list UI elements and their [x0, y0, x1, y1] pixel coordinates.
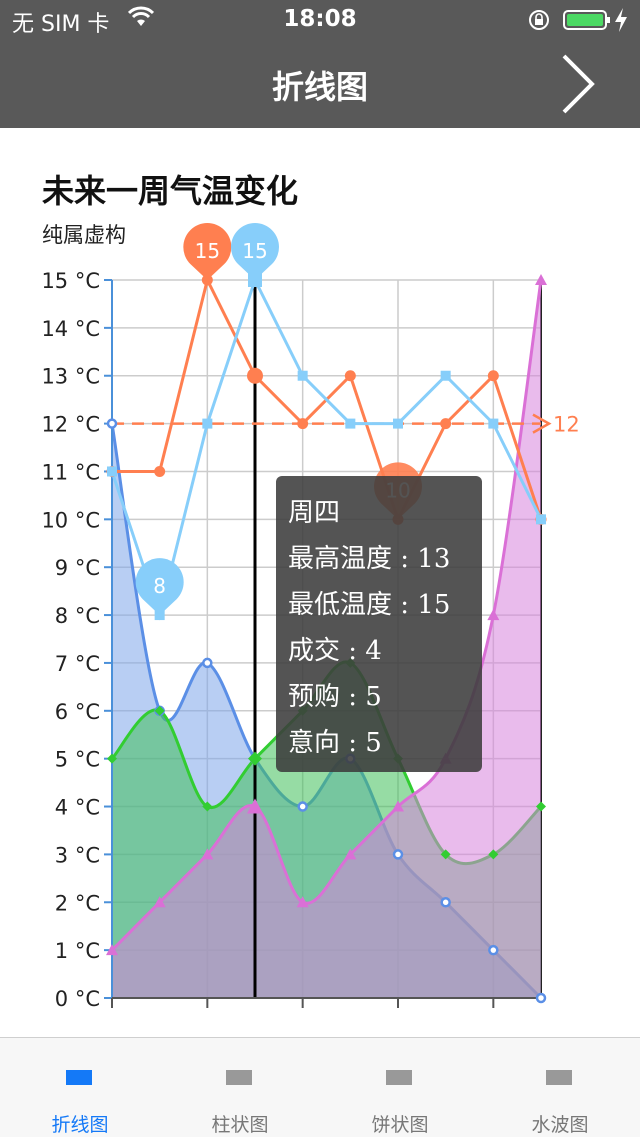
data-point: [154, 465, 166, 477]
tab-label: 水波图: [531, 1114, 589, 1136]
tooltip-day: 周四: [288, 498, 341, 528]
y-tick-label: 1 °C: [55, 939, 100, 963]
series-line: [110, 276, 543, 621]
tab-label: 柱状图: [211, 1114, 269, 1136]
battery-icon: [563, 9, 611, 35]
tab-label: 折线图: [51, 1114, 109, 1136]
series-area: [112, 280, 541, 998]
chart-subtitle: 纯属虚构: [42, 223, 126, 247]
data-point: [154, 705, 165, 716]
chart-tooltip: 周四 最高温度 : 13 最低温度 : 15 成交 : 4 预购 : 5 意向 …: [276, 476, 482, 772]
data-point: [488, 944, 499, 956]
pin-shape: [135, 558, 184, 616]
data-point: [297, 370, 308, 381]
chevron-right-icon[interactable]: [556, 54, 596, 118]
data-point: [440, 849, 451, 860]
data-point: [440, 418, 452, 430]
y-tick-label: 15 °C: [41, 269, 100, 293]
y-tick-label: 0 °C: [55, 987, 100, 1011]
data-point: [440, 370, 451, 381]
data-pin: 8: [135, 558, 184, 616]
tab-line-chart[interactable]: 折线图: [0, 1038, 160, 1137]
data-point: [201, 848, 214, 860]
y-tick-label: 4 °C: [55, 796, 100, 820]
y-tick-label: 2 °C: [55, 891, 100, 915]
pin-label: 15: [195, 239, 220, 263]
data-point: [393, 418, 403, 429]
data-point: [248, 751, 262, 766]
carrier-label: 无 SIM 卡: [12, 12, 110, 37]
tab-pie-chart[interactable]: 饼状图: [320, 1038, 480, 1137]
data-pin: 15: [230, 223, 279, 280]
line-chart-tab-icon: [66, 1070, 92, 1085]
charging-icon: [614, 8, 628, 36]
data-point: [202, 657, 213, 669]
markline-label: 12: [553, 413, 580, 437]
data-point: [107, 466, 117, 477]
pie-chart-tab-icon: [386, 1070, 412, 1085]
line-chart[interactable]: 未来一周气温变化纯属虚构 0 °C 1 °C 2 °C 3 °C 4 °C 5 °C 6 °C…: [0, 128, 640, 1036]
data-point: [488, 849, 499, 860]
data-point: [535, 992, 547, 1004]
tooltip-row: 成交 : 4: [288, 636, 382, 666]
data-point: [153, 896, 166, 908]
y-tick-label: 14 °C: [41, 317, 100, 341]
data-point: [487, 609, 500, 621]
pin-label: 15: [242, 239, 267, 263]
data-point: [106, 944, 118, 956]
markline-arrow: [532, 413, 552, 434]
data-point: [247, 367, 263, 384]
data-point: [297, 801, 308, 812]
data-point: [392, 849, 404, 860]
data-point: [202, 801, 213, 812]
data-point: [487, 370, 499, 382]
pin-shape: [230, 223, 279, 280]
data-point: [247, 798, 263, 814]
tab-label: 饼状图: [371, 1114, 429, 1136]
y-tick-label: 13 °C: [41, 365, 100, 389]
data-point: [297, 418, 309, 430]
nav-title: 折线图: [271, 68, 368, 106]
data-point: [202, 418, 213, 429]
tab-bar-chart[interactable]: 柱状图: [160, 1038, 320, 1137]
status-time: 18:08: [283, 6, 357, 32]
tooltip-row: 预购 : 5: [288, 682, 382, 712]
y-tick-label: 10 °C: [41, 508, 100, 532]
liquid-chart-tab-icon: [546, 1070, 572, 1085]
data-point: [107, 753, 117, 764]
y-tick-label: 9 °C: [55, 556, 100, 580]
data-point: [392, 800, 404, 812]
y-tick-label: 11 °C: [41, 460, 100, 484]
y-tick-label: 8 °C: [55, 604, 100, 628]
rotation-lock-icon: [528, 9, 550, 35]
tooltip-row: 最低温度 : 15: [288, 590, 451, 620]
status-bar: 无 SIM 卡 18:08: [0, 0, 640, 40]
tab-bar: 折线图 柱状图 饼状图 水波图: [0, 1037, 640, 1137]
data-point: [345, 418, 356, 429]
wifi-icon: [127, 6, 155, 32]
data-point: [106, 418, 118, 429]
data-point: [536, 801, 546, 812]
pin-shape: [183, 223, 232, 280]
y-tick-label: 3 °C: [55, 843, 100, 867]
bar-chart-tab-icon: [226, 1070, 252, 1085]
y-tick-label: 7 °C: [55, 652, 100, 676]
pin-label: 8: [153, 574, 166, 598]
tooltip-row: 意向 : 5: [288, 728, 382, 758]
y-tick-label: 5 °C: [55, 748, 100, 772]
data-point: [296, 896, 309, 908]
tooltip-row: 最高温度 : 13: [288, 544, 451, 574]
y-tick-label: 12 °C: [41, 413, 100, 437]
data-point: [440, 897, 451, 908]
navigation-bar: 折线图: [0, 40, 640, 128]
data-point: [344, 848, 357, 860]
y-tick-label: 6 °C: [55, 700, 100, 724]
data-point: [536, 514, 546, 525]
chart-title: 未来一周气温变化: [42, 172, 298, 210]
data-pin: 15: [183, 223, 232, 280]
data-point: [535, 274, 547, 285]
data-point: [488, 418, 499, 429]
tab-liquid-chart[interactable]: 水波图: [480, 1038, 640, 1137]
data-point: [344, 370, 356, 382]
